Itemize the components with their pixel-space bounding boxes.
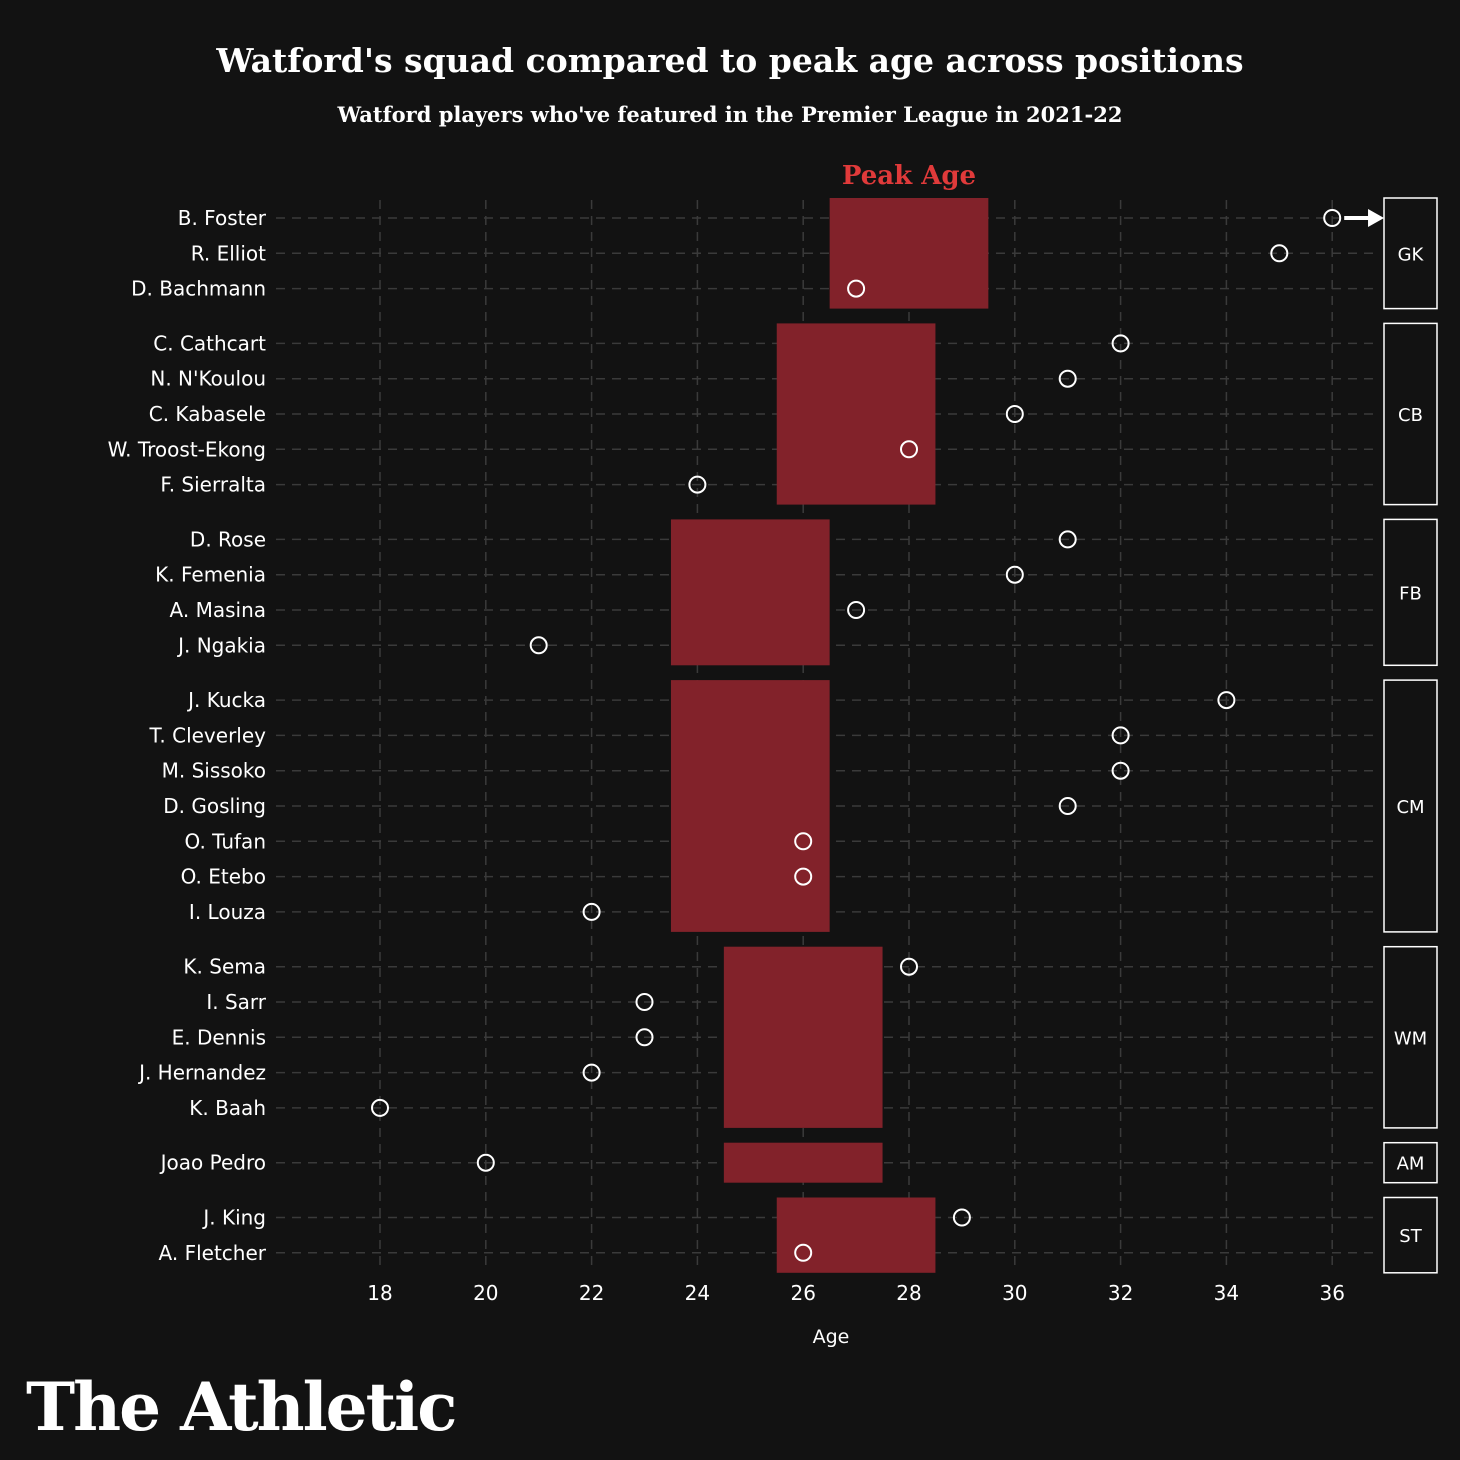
player-label: J. Kucka bbox=[186, 688, 266, 712]
player-dot bbox=[1005, 405, 1024, 423]
player-label: F. Sierralta bbox=[160, 473, 266, 497]
player-label: C. Kabasele bbox=[149, 402, 266, 426]
position-box bbox=[1383, 1141, 1438, 1184]
player-dot bbox=[1058, 797, 1077, 815]
position-label: AM bbox=[1397, 1154, 1425, 1175]
position-box bbox=[1383, 518, 1438, 667]
player-label: K. Femenia bbox=[155, 563, 266, 587]
player-dot bbox=[688, 475, 707, 494]
player-dot bbox=[582, 1063, 601, 1082]
player-dot bbox=[952, 1208, 971, 1227]
player-label: N. N'Koulou bbox=[150, 367, 266, 391]
player-label-layer: B. Foster R. Elliot D. Bachmann C. Cathcart… bbox=[108, 206, 267, 1265]
x-tick-label: 24 bbox=[685, 1281, 710, 1305]
player-label: J. King bbox=[201, 1206, 266, 1230]
player-dot bbox=[1111, 726, 1130, 745]
player-dot bbox=[1058, 369, 1077, 388]
right-arrow-head-icon bbox=[1368, 209, 1385, 227]
peak-band-st bbox=[776, 1197, 936, 1273]
position-box bbox=[1383, 322, 1438, 506]
player-dot bbox=[900, 957, 918, 976]
player-dot bbox=[635, 993, 654, 1011]
peak-band-gk bbox=[829, 198, 989, 309]
position-box-layer: GK CB FB CM WM AM ST bbox=[1383, 197, 1438, 1274]
position-box bbox=[1383, 197, 1438, 310]
player-label: A. Masina bbox=[170, 598, 266, 622]
player-dot bbox=[582, 902, 601, 921]
player-label: I. Sarr bbox=[206, 990, 266, 1014]
player-label: W. Troost-Ekong bbox=[108, 437, 266, 461]
player-dot bbox=[794, 867, 813, 886]
position-box bbox=[1383, 679, 1438, 933]
position-label: CB bbox=[1398, 405, 1423, 426]
player-label: T. Cleverley bbox=[149, 723, 267, 747]
player-dot bbox=[476, 1153, 495, 1172]
player-dot bbox=[900, 440, 918, 459]
player-dot bbox=[529, 636, 548, 655]
player-dot bbox=[635, 1028, 654, 1047]
chart-subtitle: Watford players who've featured in the P… bbox=[337, 102, 1123, 127]
player-dot bbox=[1323, 209, 1342, 227]
x-axis-label: Age bbox=[813, 1326, 850, 1348]
player-dot bbox=[1005, 565, 1024, 584]
position-label: CM bbox=[1396, 797, 1424, 818]
player-label: B. Foster bbox=[178, 206, 267, 230]
x-tick-label: 32 bbox=[1108, 1281, 1133, 1305]
player-label: D. Bachmann bbox=[131, 277, 266, 301]
peak-band-cb bbox=[776, 323, 936, 505]
peak-band-am bbox=[723, 1142, 883, 1183]
player-dot-layer bbox=[371, 209, 1385, 1262]
x-tick-label: 36 bbox=[1319, 1281, 1344, 1305]
player-label: O. Tufan bbox=[185, 829, 266, 853]
peak-band-cm bbox=[670, 680, 830, 932]
peak-band-wm bbox=[723, 946, 883, 1128]
player-label: M. Sissoko bbox=[162, 759, 266, 783]
player-label: Joao Pedro bbox=[159, 1151, 266, 1175]
player-label: O. Etebo bbox=[181, 865, 266, 889]
peak-band-layer bbox=[670, 198, 989, 1273]
x-tick-label: 28 bbox=[896, 1281, 921, 1305]
position-label: GK bbox=[1398, 244, 1425, 265]
x-tick-label: 34 bbox=[1214, 1281, 1239, 1305]
x-tick-label: 18 bbox=[367, 1281, 392, 1305]
player-label: J. Hernandez bbox=[137, 1061, 266, 1085]
player-dot bbox=[1111, 334, 1130, 353]
player-label: A. Fletcher bbox=[159, 1241, 267, 1265]
player-label: D. Rose bbox=[190, 527, 266, 551]
position-box bbox=[1383, 945, 1438, 1129]
position-box bbox=[1383, 1196, 1438, 1274]
peak-age-label: Peak Age bbox=[842, 161, 976, 191]
player-dot bbox=[1270, 244, 1289, 263]
player-label: R. Elliot bbox=[191, 241, 266, 265]
x-tick-label: 20 bbox=[473, 1281, 498, 1305]
player-dot bbox=[847, 279, 866, 298]
player-label: D. Gosling bbox=[163, 794, 266, 818]
player-dot bbox=[794, 832, 813, 851]
player-dot bbox=[371, 1098, 389, 1117]
x-tick-label: 22 bbox=[579, 1281, 604, 1305]
player-dot bbox=[1058, 530, 1077, 549]
player-dot bbox=[1217, 691, 1236, 710]
position-label: FB bbox=[1399, 583, 1422, 604]
position-label: ST bbox=[1399, 1226, 1422, 1247]
player-label: K. Sema bbox=[183, 955, 266, 979]
x-axis-ticks: 18 20 22 24 26 28 30 32 34 36 bbox=[367, 1281, 1345, 1305]
position-label: WM bbox=[1394, 1028, 1427, 1049]
x-tick-label: 26 bbox=[790, 1281, 815, 1305]
peak-band-fb bbox=[670, 519, 830, 666]
player-label: I. Louza bbox=[189, 900, 266, 924]
x-tick-label: 30 bbox=[1002, 1281, 1027, 1305]
player-dot bbox=[1111, 761, 1130, 780]
player-label: J. Ngakia bbox=[176, 633, 266, 657]
brand-logo: The Athletic bbox=[26, 1368, 455, 1446]
player-label: C. Cathcart bbox=[153, 331, 266, 355]
player-dot bbox=[847, 601, 866, 619]
player-label: E. Dennis bbox=[172, 1025, 266, 1049]
player-dot bbox=[794, 1243, 813, 1262]
player-label: K. Baah bbox=[189, 1096, 266, 1120]
chart-title: Watford's squad compared to peak age acr… bbox=[215, 41, 1243, 80]
